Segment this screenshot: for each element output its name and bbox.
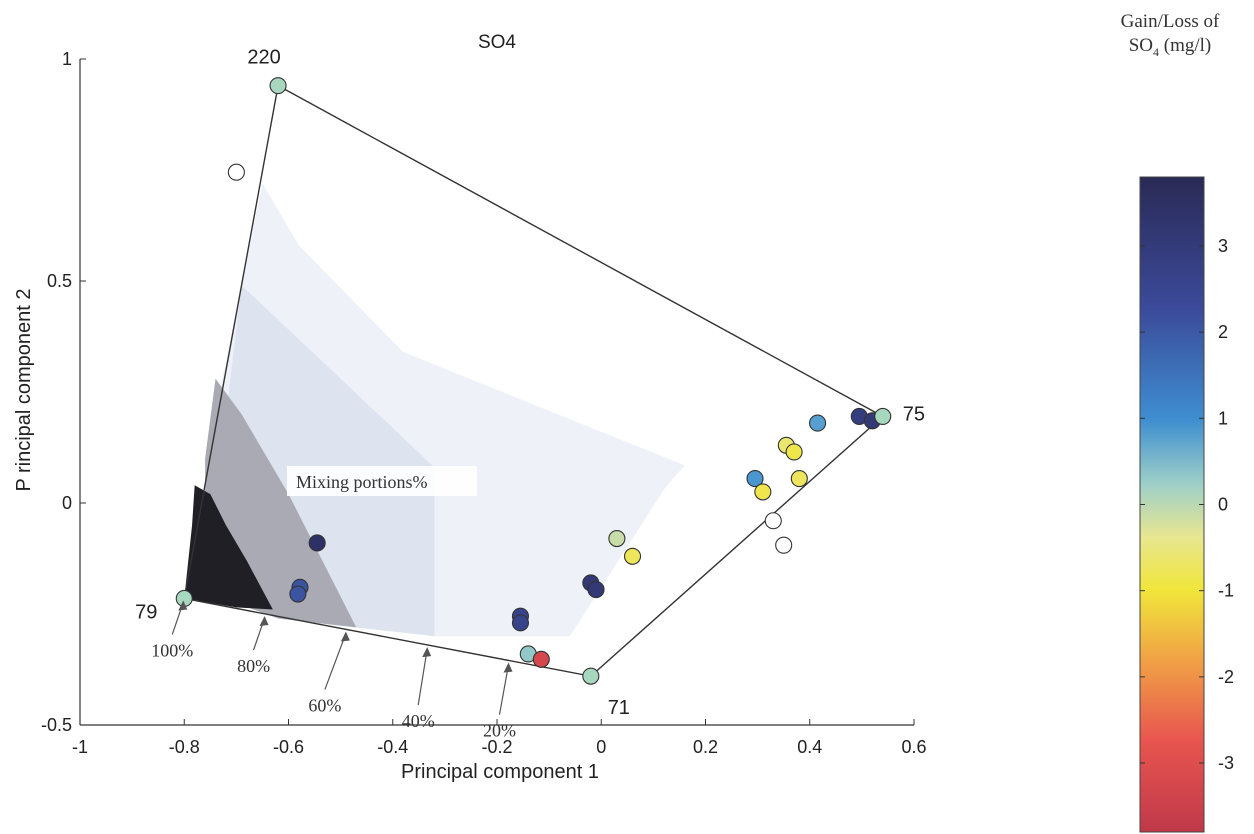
axes: -1 -0.8 -0.6 -0.4 -0.2 0 0.2 0.4 0.6 -0.5 0 0.5 1 (41, 49, 927, 757)
sample-point (790, 470, 808, 488)
colorbar-title: Gain/Loss of SO4 (mg/l) (1090, 10, 1250, 64)
mixing-arrow-line (324, 633, 347, 690)
colorbar-tick-label: 0 (1218, 495, 1228, 515)
sample-point (764, 512, 782, 530)
end-member-marker (269, 77, 287, 95)
colorbar-title-suffix: (mg/l) (1163, 35, 1212, 56)
sample-point (754, 483, 772, 501)
colorbar-gradient (1139, 176, 1205, 833)
x-tick-label: -0.4 (377, 737, 408, 757)
colorbar-tick-label: 3 (1218, 236, 1228, 256)
colorbar-ticks: 3 2 1 0 -1 -2 -3 (1140, 236, 1234, 773)
y-tick-label: -0.5 (41, 715, 72, 735)
x-tick-label: 0 (596, 737, 606, 757)
end-member-marker (874, 407, 892, 425)
x-tick-label: 0.4 (797, 737, 822, 757)
sample-point (623, 547, 642, 565)
mixing-percentage-label: 40% (402, 711, 435, 731)
sample-points (227, 163, 881, 668)
mixing-annotation-label: Mixing portions% (296, 472, 428, 492)
colorbar: 3 2 1 0 -1 -2 -3 (1139, 176, 1234, 833)
mixing-annotation: Mixing portions% (287, 466, 477, 496)
sample-point (809, 414, 827, 432)
x-tick-label: 0.6 (901, 737, 926, 757)
mixing-arrow-head (259, 616, 269, 626)
x-tick-label: 0.2 (693, 737, 718, 757)
end-member-label: 71 (608, 697, 630, 719)
sample-point (746, 470, 764, 488)
colorbar-title-prefix: SO (1128, 35, 1154, 56)
sample-point (775, 536, 793, 554)
colorbar-tick-label: -1 (1218, 581, 1234, 601)
mixing-percentage-label: 60% (308, 696, 341, 716)
sample-point (608, 529, 626, 548)
colorbar-title-line2: SO4 (mg/l) (1090, 34, 1250, 64)
end-members: 220 75 71 79 (135, 47, 925, 720)
sample-point (308, 534, 326, 552)
chart-title: SO4 (478, 32, 516, 53)
mixing-zone-black (184, 485, 273, 610)
end-member-label: 220 (247, 47, 280, 69)
end-member-label: 79 (135, 601, 157, 623)
y-axis-label: P rincipal component 2 (13, 288, 35, 491)
mixing-arrow-head (178, 600, 188, 611)
mixing-arrow-line (417, 648, 428, 706)
mixing-arrow-line (498, 664, 510, 715)
x-axis-label: Principal component 1 (401, 761, 599, 783)
mixing-arrow-head (422, 647, 432, 658)
sample-point (587, 581, 605, 599)
mixing-arrow-head (340, 631, 350, 642)
colorbar-title-line1: Gain/Loss of (1120, 11, 1220, 32)
x-tick-label: -1 (72, 737, 88, 757)
mixing-percentage-label: 20% (483, 721, 516, 741)
sample-point (227, 163, 245, 181)
y-tick-label: 1 (62, 49, 72, 69)
sample-point (532, 650, 550, 668)
mixing-percentage-label: 80% (237, 656, 270, 676)
x-tick-label: -0.8 (169, 737, 200, 757)
end-member-marker (582, 667, 600, 685)
mixing-arrow-head (503, 662, 513, 673)
mixing-percentages: 100% 80% 60% 40% 20% (151, 600, 516, 741)
end-member-label: 75 (903, 403, 925, 425)
colorbar-tick-label: 2 (1218, 322, 1228, 342)
colorbar-tick-label: -3 (1218, 753, 1234, 773)
colorbar-tick-label: 1 (1218, 408, 1228, 428)
colorbar-title-sub: 4 (1153, 44, 1160, 59)
y-tick-label: 0 (62, 493, 72, 513)
mixing-percentage-label: 100% (151, 640, 193, 660)
sample-point (289, 585, 307, 603)
sample-point (785, 443, 803, 461)
x-tick-label: -0.6 (273, 737, 304, 757)
mixing-zones (184, 183, 685, 637)
colorbar-tick-label: -2 (1218, 667, 1234, 687)
x-tick-label: -0.2 (481, 737, 512, 757)
sample-point (511, 614, 530, 632)
y-tick-label: 0.5 (47, 271, 72, 291)
